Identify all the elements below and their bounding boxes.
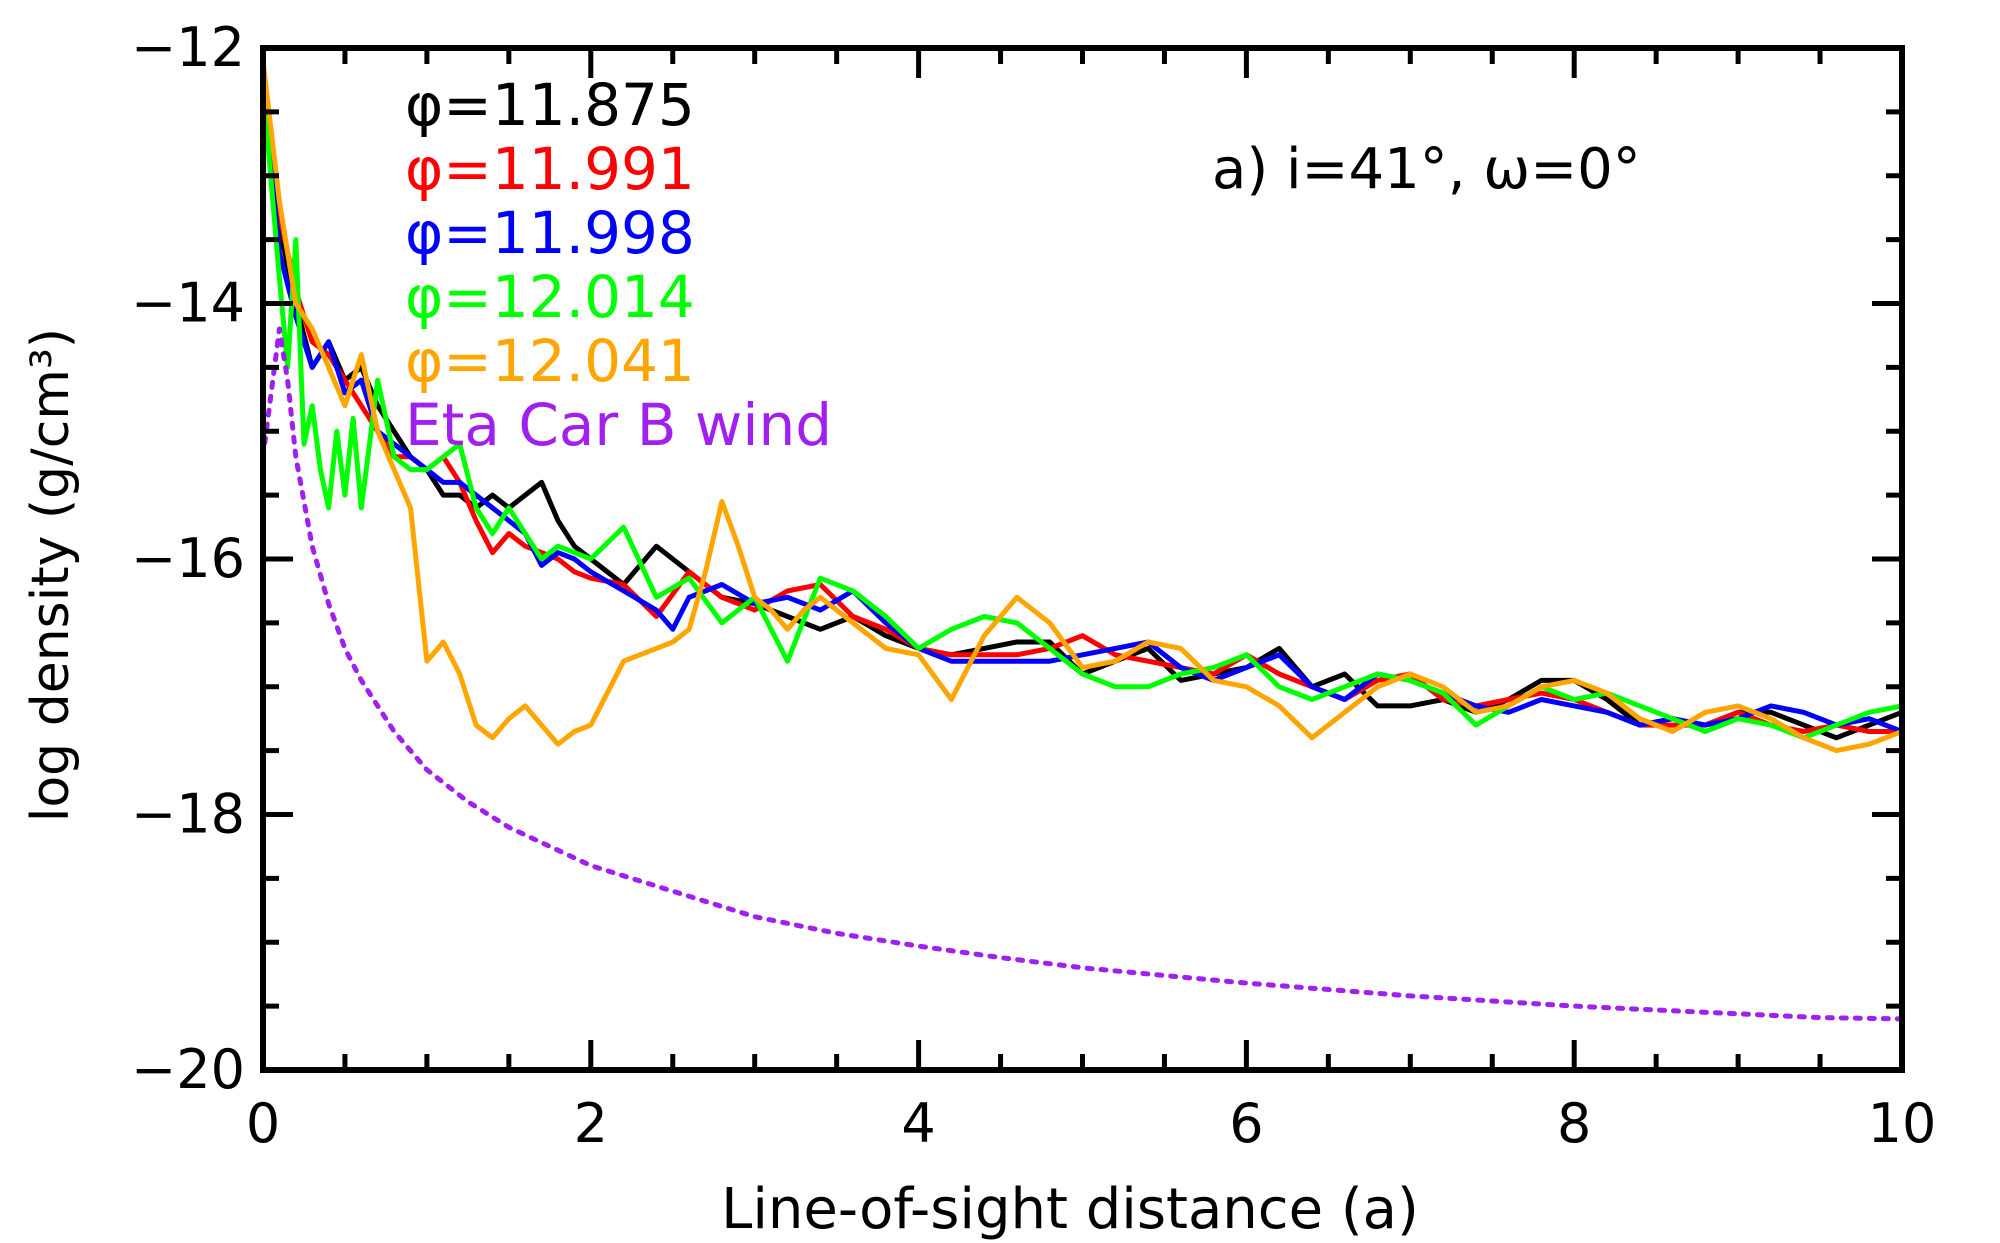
legend-entry-4: φ=12.014 bbox=[405, 263, 695, 331]
x-tick-label: 0 bbox=[246, 1092, 280, 1155]
series-line-5 bbox=[260, 58, 1905, 754]
y-axis-label: log density (g/cm³) bbox=[21, 328, 81, 822]
series-line-6 bbox=[260, 326, 1905, 1022]
legend-entry-1: φ=11.875 bbox=[405, 71, 695, 139]
y-tick-label: −18 bbox=[131, 783, 245, 846]
legend-entry-6: Eta Car B wind bbox=[405, 391, 832, 459]
legend-entry-3: φ=11.998 bbox=[405, 199, 695, 267]
x-tick-label: 8 bbox=[1557, 1092, 1591, 1155]
x-axis-label: Line-of-sight distance (a) bbox=[721, 1177, 1419, 1242]
y-tick-label: −20 bbox=[131, 1038, 245, 1101]
x-tick-label: 4 bbox=[901, 1092, 935, 1155]
legend: φ=11.875φ=11.991φ=11.998φ=12.014φ=12.041… bbox=[405, 71, 832, 459]
y-tick-label: −12 bbox=[131, 16, 245, 79]
y-tick-label: −14 bbox=[131, 272, 245, 335]
legend-entry-5: φ=12.041 bbox=[405, 327, 695, 395]
series-layer bbox=[260, 58, 1905, 1022]
x-tick-label: 6 bbox=[1229, 1092, 1263, 1155]
legend-entry-2: φ=11.991 bbox=[405, 135, 695, 203]
x-tick-labels: 0 2 4 6 8 10 bbox=[246, 1092, 1937, 1155]
series-line-4 bbox=[260, 83, 1905, 741]
y-tick-label: −16 bbox=[131, 527, 245, 590]
y-tick-labels: −20 −18 −16 −14 −12 bbox=[131, 16, 245, 1101]
panel-annotation: a) i=41°, ω=0° bbox=[1212, 137, 1641, 202]
x-tick-label: 10 bbox=[1868, 1092, 1937, 1155]
plot-frame bbox=[260, 45, 1905, 1073]
x-tick-label: 2 bbox=[574, 1092, 608, 1155]
